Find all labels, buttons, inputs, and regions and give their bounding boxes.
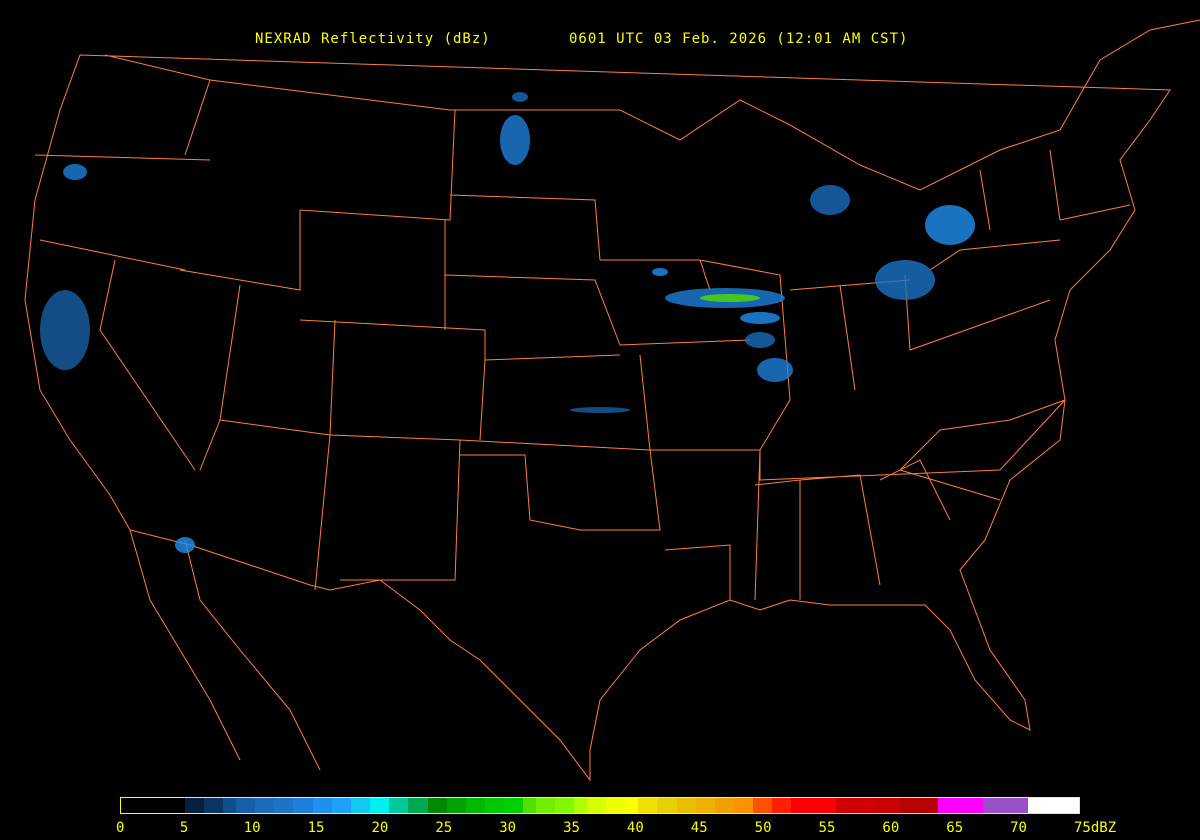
color-scale-tick-label: 75dBZ [1074,820,1117,836]
precipitation-echo [740,312,780,324]
color-scale-segment [874,798,901,813]
precipitation-echo [175,537,195,553]
mexico-baja [129,529,321,771]
precipitation-echo [757,358,793,382]
radar-echoes [40,92,975,553]
precipitation-echo [875,260,935,300]
color-scale-segment [733,798,754,813]
precipitation-echo [512,92,528,102]
color-scale-tick-label: 10 [243,820,261,836]
color-scale-segment [900,798,939,813]
color-scale-segment [389,798,409,813]
color-scale-segment [350,798,371,813]
color-scale-segment [772,798,792,813]
color-scale-segment [536,798,556,813]
us-outline [24,19,1200,782]
color-scale-segment [555,798,575,813]
color-scale-segment [427,798,447,813]
color-scale-segment [753,798,773,813]
color-scale-segment [204,798,224,813]
precipitation-echo [570,407,630,413]
us-map [24,19,1200,782]
color-scale-tick-label: 55 [818,820,836,836]
color-scale-tick-label: 45 [690,820,708,836]
map-title: NEXRAD Reflectivity (dBz) [255,31,491,47]
color-scale-tick-label: 20 [371,820,389,836]
color-scale-segment [587,798,607,813]
color-scale-segment [235,798,256,813]
state-borders [24,19,1200,782]
color-scale-segment [625,798,639,813]
color-scale-segment [465,798,485,813]
color-scale-segment [676,798,696,813]
color-scale-segment [484,798,505,813]
color-scale-segment [695,798,715,813]
color-scale-segment [121,798,185,813]
color-scale-tick-label: 35 [563,820,580,836]
color-scale-segment [408,798,428,813]
precipitation-echo [700,294,760,302]
color-scale-tick-label: 0 [116,820,125,836]
color-scale-tick-label: 25 [435,820,453,836]
color-scale-tick-label: 60 [882,820,900,836]
color-scale-segment [312,798,332,813]
color-scale-segment [791,798,837,813]
color-scale-tick-label: 15 [307,820,325,836]
color-scale-tick-label: 65 [946,820,964,836]
color-scale-tick-label: 70 [1010,820,1027,836]
precipitation-echo [63,164,87,180]
color-scale-segment [370,798,390,813]
color-scale-segment [184,798,205,813]
color-scale-tick-label: 5 [179,820,189,836]
color-scale-segment [938,798,984,813]
precipitation-echo [40,290,90,370]
color-scale-segment [223,798,236,813]
precipitation-echo [925,205,975,245]
precipitation-echo [500,115,530,165]
color-scale-segment [657,798,677,813]
precipitation-echo [745,332,775,348]
color-scale-segment [714,798,734,813]
reflectivity-color-scale [120,797,1080,814]
state-lines [34,79,1131,601]
color-scale-segment [504,798,524,813]
color-scale-tick-label: 40 [626,820,644,836]
color-scale-segment [446,798,466,813]
color-scale-segment [638,798,658,813]
color-scale-segment [574,798,588,813]
color-scale-segment [274,798,294,813]
color-scale-segment [255,798,275,813]
precipitation-echo [810,185,850,215]
color-scale-segment [293,798,313,813]
color-scale-segment [523,798,537,813]
color-scale-segment [983,798,1028,813]
color-scale-segment [1027,798,1079,813]
color-scale-segment [331,798,351,813]
color-scale-tick-label: 30 [499,820,517,836]
color-scale-segment [836,798,875,813]
timestamp: 0601 UTC 03 Feb. 2026 (12:01 AM CST) [569,31,909,47]
precipitation-echo [652,268,668,276]
color-scale-tick-label: 50 [754,820,772,836]
color-scale-segment [606,798,626,813]
